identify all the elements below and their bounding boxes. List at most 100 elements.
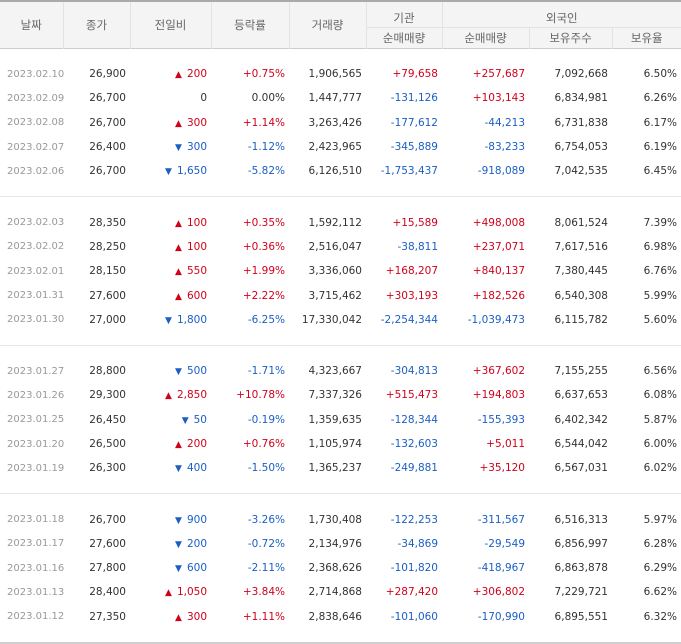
table-row: 2023.02.03 28,350 ▲ 100 +0.35% 1,592,112 +15,5… (0, 210, 681, 234)
group-spacer (0, 197, 681, 210)
change-value: 400 (186, 462, 207, 475)
volume-cell: 3,715,462 (308, 289, 362, 302)
ratio-cell: 5.97% (643, 513, 677, 526)
close-cell: 26,700 (89, 92, 126, 105)
rate-cell: -1.71% (247, 365, 285, 378)
inst-net-cell: -128,344 (390, 413, 438, 426)
table-row: 2023.02.07 26,400 ▼ 300 -1.12% 2,423,965 -345,… (0, 135, 681, 159)
volume-cell: 2,516,047 (308, 240, 362, 253)
holdings-cell: 7,155,255 (554, 365, 608, 378)
table-row: 2023.02.09 26,700 0 0.00% 1,447,777 -131,126 +… (0, 86, 681, 110)
ratio-cell: 6.62% (643, 586, 677, 599)
change-value: 200 (186, 438, 207, 450)
change-value: 300 (186, 610, 207, 623)
table-row: 2023.02.02 28,250 ▲ 100 +0.36% 2,516,047 -38,8… (0, 235, 681, 259)
volume-cell: 2,134,976 (308, 537, 362, 550)
change-value: 500 (186, 365, 207, 378)
foreign-net-cell: +840,137 (472, 265, 525, 278)
holdings-cell: 7,229,721 (554, 586, 608, 599)
change-cell: 0 (130, 86, 211, 110)
foreign-net-cell: +5,011 (486, 438, 525, 450)
change-cell: ▼ 50 (130, 408, 211, 432)
date-cell: 2023.02.07 (7, 141, 65, 153)
change-cell: ▲ 300 (130, 111, 211, 135)
volume-cell: 3,336,060 (308, 265, 362, 278)
close-cell: 29,300 (89, 389, 126, 402)
date-cell: 2023.01.18 (7, 514, 65, 526)
volume-cell: 2,714,868 (308, 586, 362, 599)
change-value: 200 (186, 537, 207, 550)
foreign-net-cell: -29,549 (484, 537, 525, 550)
close-cell: 27,800 (89, 562, 126, 575)
group-spacer (0, 346, 681, 359)
rate-cell: +3.84% (242, 586, 285, 599)
foreign-group-header: 외국인 (442, 1, 681, 28)
inst-net-cell: -34,869 (397, 537, 438, 550)
foreign-net-cell: +194,803 (472, 389, 525, 402)
holdings-cell: 7,042,535 (554, 165, 608, 178)
change-cell: ▲ 550 (130, 259, 211, 283)
close-cell: 28,800 (89, 365, 126, 378)
inst-net-cell: -345,889 (390, 141, 438, 154)
change-value: 100 (186, 240, 207, 253)
date-cell: 2023.01.16 (7, 562, 65, 574)
foreign-net-cell: -311,567 (477, 513, 525, 526)
holdings-cell: 8,061,524 (554, 216, 608, 229)
change-value: 600 (186, 289, 207, 302)
change-value: 300 (186, 116, 207, 129)
ratio-cell: 6.29% (643, 562, 677, 575)
volume-cell: 1,592,112 (308, 216, 362, 229)
triangle-up-icon: ▲ (175, 267, 182, 278)
ratio-cell: 6.26% (643, 92, 677, 105)
inst-net-cell: -38,811 (397, 240, 438, 253)
table-row: 2023.01.19 26,300 ▼ 400 -1.50% 1,365,237 -249,… (0, 456, 681, 480)
holdings-cell: 7,617,516 (554, 240, 608, 253)
close-cell: 26,450 (89, 413, 126, 426)
triangle-up-icon: ▲ (175, 291, 182, 302)
table-row: 2023.01.20 26,500 ▲ 200 +0.76% 1,105,974 -132,… (0, 432, 681, 456)
rate-cell: -3.26% (247, 513, 285, 526)
change-value: 0 (200, 92, 207, 105)
holdings-cell: 6,754,053 (554, 141, 608, 154)
table-row: 2023.01.16 27,800 ▼ 600 -2.11% 2,368,626 -101,… (0, 556, 681, 580)
holdings-cell: 6,856,997 (554, 537, 608, 550)
change-value: 1,050 (176, 586, 207, 599)
foreign-net-cell: +103,143 (472, 92, 525, 105)
change-cell: ▲ 600 (130, 283, 211, 307)
ratio-cell: 7.39% (643, 216, 677, 229)
change-cell: ▼ 600 (130, 556, 211, 580)
change-cell: ▲ 100 (130, 210, 211, 234)
ratio-cell: 5.60% (643, 313, 677, 326)
change-value: 200 (186, 68, 207, 81)
holdings-cell: 6,516,313 (554, 513, 608, 526)
volume-cell: 1,359,635 (308, 413, 362, 426)
ratio-cell: 5.87% (643, 413, 677, 426)
foreign-net-cell: -1,039,473 (467, 313, 525, 326)
triangle-down-icon: ▼ (175, 539, 182, 550)
close-cell: 28,250 (89, 240, 126, 253)
inst-net-cell: -304,813 (390, 365, 438, 378)
table-row: 2023.01.25 26,450 ▼ 50 -0.19% 1,359,635 -128,3… (0, 408, 681, 432)
triangle-down-icon: ▼ (165, 167, 172, 178)
rate-cell: +0.75% (242, 68, 285, 81)
change-cell: ▼ 900 (130, 507, 211, 531)
rate-cell: -1.50% (247, 462, 285, 475)
table-header: 날짜 종가 전일비 등락률 거래량 기관 외국인 순매매량 순매매량 보유주수 … (0, 1, 681, 49)
date-cell: 2023.02.09 (7, 92, 65, 104)
date-cell: 2023.01.26 (7, 389, 65, 401)
inst-net-cell: +79,658 (392, 68, 438, 81)
col-ratio-header: 보유율 (612, 27, 681, 49)
volume-cell: 3,263,426 (308, 116, 362, 129)
holdings-cell: 6,637,653 (554, 389, 608, 402)
col-volume-header: 거래량 (289, 1, 367, 49)
foreign-net-cell: -83,233 (484, 141, 525, 154)
holdings-cell: 6,863,878 (554, 562, 608, 575)
inst-net-cell: +15,589 (392, 216, 438, 229)
inst-net-cell: -1,753,437 (380, 165, 438, 178)
close-cell: 26,900 (89, 68, 126, 81)
table-row: 2023.02.10 26,900 ▲ 200 +0.75% 1,906,565 +79,6… (0, 62, 681, 86)
date-cell: 2023.02.08 (7, 117, 65, 129)
rate-cell: 0.00% (251, 92, 285, 105)
inst-net-cell: -122,253 (390, 513, 438, 526)
volume-cell: 2,368,626 (308, 562, 362, 575)
